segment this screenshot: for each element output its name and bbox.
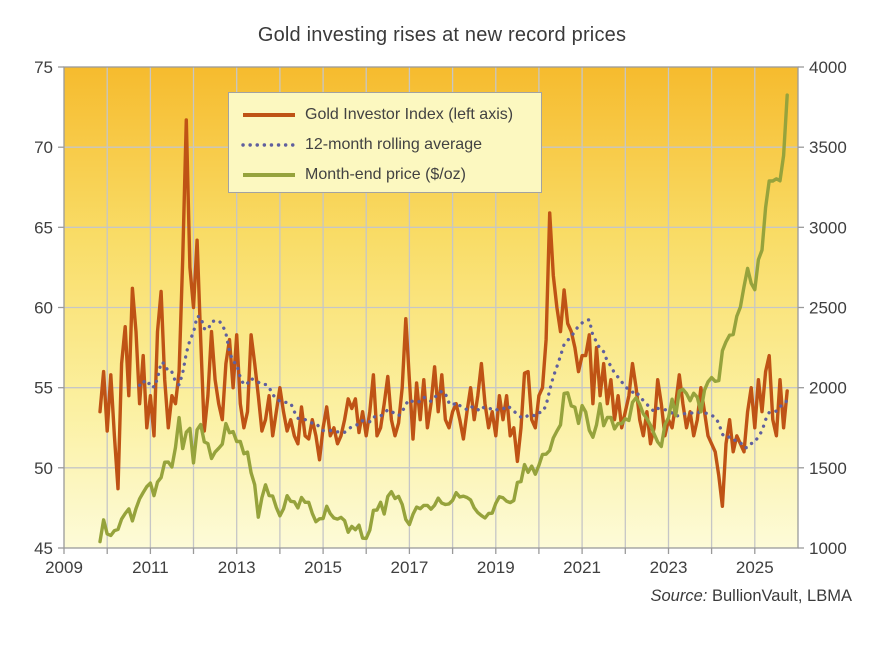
left-axis-label: 50 bbox=[34, 459, 53, 478]
right-axis-label: 3000 bbox=[809, 218, 847, 237]
axis-labels: 45 50 55 60 65 70 75 1000 1500 2000 2500 3000 3500 40… bbox=[34, 58, 847, 577]
series-12-month-rolling-average bbox=[137, 314, 789, 450]
x-axis-label: 2023 bbox=[650, 558, 688, 577]
x-axis-label: 2009 bbox=[45, 558, 83, 577]
legend-item: Month-end price ($/oz) bbox=[241, 160, 529, 190]
x-axis-label: 2025 bbox=[736, 558, 774, 577]
source-credit: Source: BullionVault, LBMA bbox=[651, 587, 853, 606]
legend-item: 12-month rolling average bbox=[241, 130, 529, 160]
line-swatch-icon bbox=[243, 113, 295, 117]
series-gold-investor-index bbox=[98, 118, 789, 508]
legend-label: Gold Investor Index (left axis) bbox=[305, 106, 514, 123]
x-axis-label: 2019 bbox=[477, 558, 515, 577]
legend-label: Month-end price ($/oz) bbox=[305, 166, 466, 183]
x-axis-label: 2015 bbox=[304, 558, 342, 577]
source-text: BullionVault, LBMA bbox=[711, 587, 852, 605]
line-swatch-icon bbox=[243, 173, 295, 177]
legend: Gold Investor Index (left axis) 12-month … bbox=[228, 92, 542, 193]
x-axis-label: 2017 bbox=[390, 558, 428, 577]
right-axis-label: 1000 bbox=[809, 539, 847, 558]
x-axis-label: 2021 bbox=[563, 558, 601, 577]
right-axis-label: 1500 bbox=[809, 459, 847, 478]
left-axis-label: 45 bbox=[34, 539, 53, 558]
right-axis-label: 2500 bbox=[809, 299, 847, 318]
left-axis-label: 65 bbox=[34, 218, 53, 237]
left-axis-label: 60 bbox=[34, 299, 53, 318]
legend-label: 12-month rolling average bbox=[305, 136, 482, 153]
dotted-line-swatch-icon bbox=[241, 143, 297, 147]
right-axis-label: 3500 bbox=[809, 138, 847, 157]
axis-ticks bbox=[58, 66, 804, 554]
series-month-end-price bbox=[98, 93, 789, 544]
left-axis-label: 75 bbox=[34, 58, 53, 77]
x-axis-label: 2013 bbox=[218, 558, 256, 577]
legend-item: Gold Investor Index (left axis) bbox=[241, 100, 529, 130]
chart-title: Gold investing rises at new record price… bbox=[257, 24, 627, 46]
right-axis-label: 2000 bbox=[809, 379, 847, 398]
left-axis-label: 70 bbox=[34, 138, 53, 157]
left-axis-label: 55 bbox=[34, 379, 53, 398]
right-axis-label: 4000 bbox=[809, 58, 847, 77]
x-axis-label: 2011 bbox=[132, 558, 169, 577]
source-prefix: Source: bbox=[650, 587, 708, 605]
